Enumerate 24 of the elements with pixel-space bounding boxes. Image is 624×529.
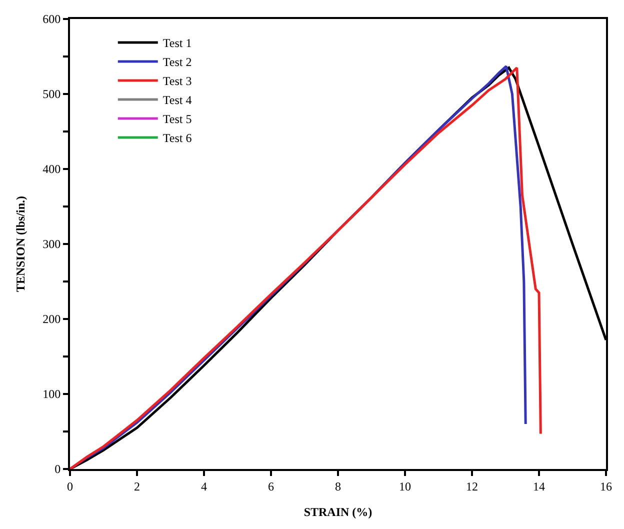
y-tick-label: 200 (42, 312, 61, 326)
x-tick-label: 0 (67, 479, 73, 494)
y-tick-label: 0 (54, 462, 61, 476)
legend-label: Test 4 (162, 93, 192, 108)
y-tick-label: 400 (42, 162, 61, 176)
x-tick-label: 14 (533, 479, 545, 494)
legend-label: Test 2 (162, 55, 192, 70)
x-tick-label: 6 (268, 479, 274, 494)
x-tick-label: 12 (466, 479, 478, 494)
x-tick-label: 10 (399, 479, 411, 494)
legend-label: Test 1 (162, 36, 192, 50)
x-tick-label: 8 (335, 479, 341, 494)
legend-label: Test 3 (162, 74, 192, 88)
y-tick-label: 600 (42, 12, 61, 26)
legend-label: Test 5 (162, 112, 192, 126)
legend-label: Test 6 (162, 131, 192, 146)
x-axis-title: STRAIN (%) (304, 504, 372, 519)
x-tick-label: 4 (201, 479, 207, 494)
x-tick-label: 2 (134, 479, 140, 494)
y-tick-label: 500 (42, 87, 61, 102)
y-tick-label: 300 (42, 237, 61, 252)
x-tick-label: 16 (600, 479, 612, 494)
y-tick-label: 100 (42, 387, 61, 402)
y-axis-title: TENSION (lbs/in.) (13, 196, 28, 292)
